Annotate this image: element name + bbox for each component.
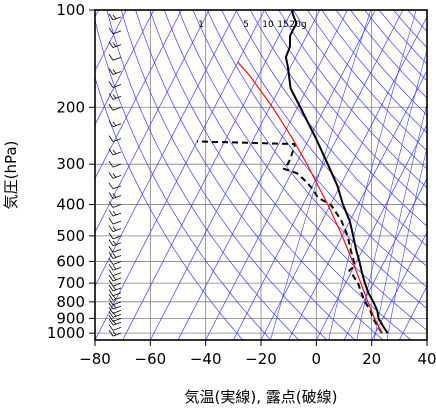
y-tick-label: 1000 (47, 324, 85, 342)
mixing-ratio-label: 5 (243, 20, 249, 30)
mixing-ratio-label: 1 (198, 20, 204, 30)
x-tick-label: 20 (362, 350, 381, 368)
y-tick-label: 100 (56, 1, 85, 19)
y-tick-label: 200 (56, 98, 85, 116)
x-axis-title: 気温(実線), 露点(破線) (185, 388, 338, 406)
y-axis-title: 気圧(hPa) (2, 141, 20, 210)
x-tick-label: −40 (190, 350, 222, 368)
x-tick-label: −60 (135, 350, 167, 368)
x-tick-label: −20 (245, 350, 277, 368)
y-tick-label: 600 (56, 252, 85, 270)
y-tick-label: 300 (56, 155, 85, 173)
x-tick-label: 40 (417, 350, 436, 368)
mixing-ratio-label: 10 (262, 20, 274, 30)
mixing-ratio-label: 15 (277, 20, 288, 30)
x-tick-label: 0 (312, 350, 322, 368)
y-tick-label: 500 (56, 227, 85, 245)
y-tick-label: 400 (56, 196, 85, 214)
mixing-ratio-label: 20g (289, 20, 306, 30)
y-tick-label: 700 (56, 274, 85, 292)
y-tick-label: 800 (56, 293, 85, 311)
x-tick-label: −80 (79, 350, 111, 368)
